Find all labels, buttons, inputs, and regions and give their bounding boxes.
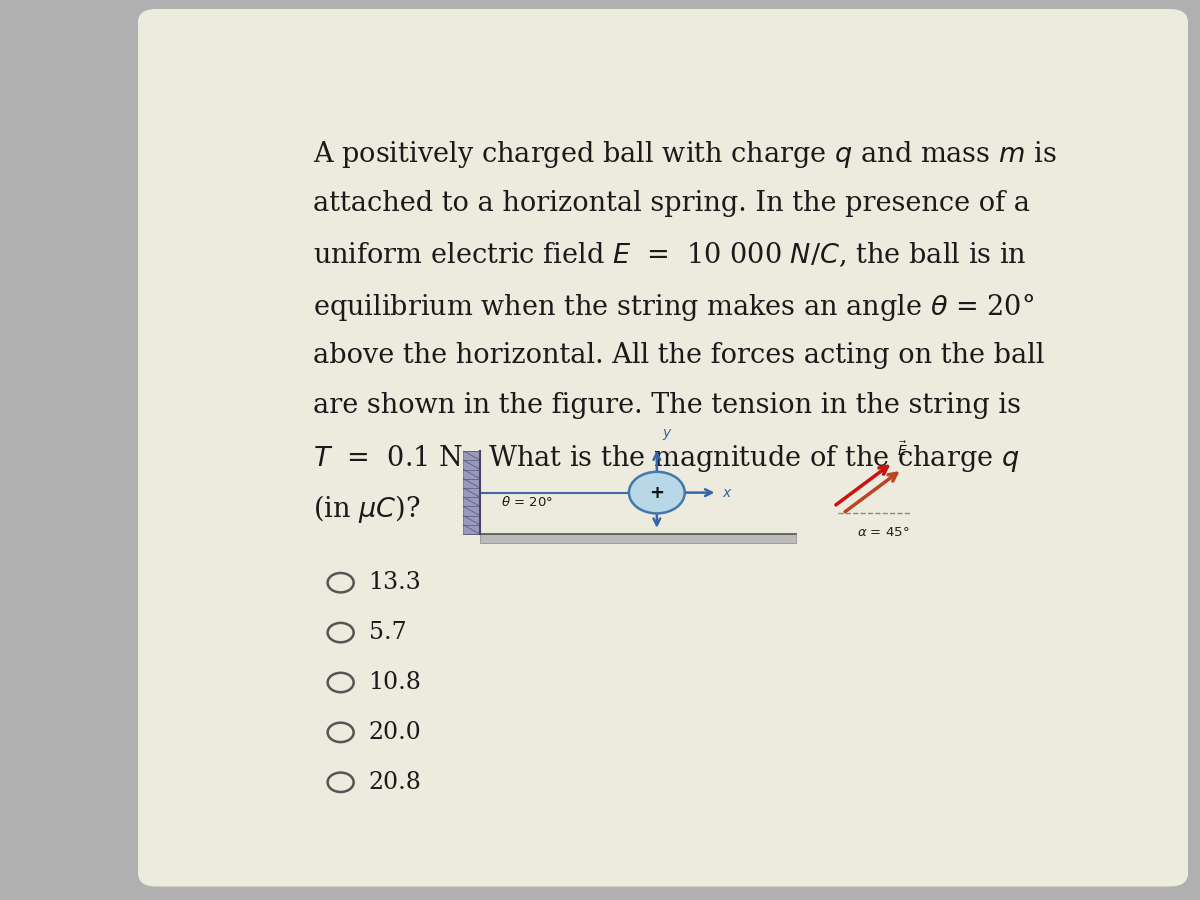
Text: $T$  =  0.1 N.  What is the magnitude of the charge $q$: $T$ = 0.1 N. What is the magnitude of th… bbox=[313, 443, 1019, 473]
Bar bbox=[463, 451, 480, 535]
Text: (in $\mu C$)?: (in $\mu C$)? bbox=[313, 493, 420, 526]
Text: 20.0: 20.0 bbox=[368, 721, 421, 744]
Text: 5.7: 5.7 bbox=[368, 621, 406, 644]
Text: 10.8: 10.8 bbox=[368, 671, 421, 694]
Text: equilibrium when the string makes an angle $\theta$ = 20°: equilibrium when the string makes an ang… bbox=[313, 291, 1034, 323]
Text: 13.3: 13.3 bbox=[368, 572, 421, 594]
Text: 20.8: 20.8 bbox=[368, 770, 421, 794]
Text: $\theta$ = 20°: $\theta$ = 20° bbox=[500, 495, 552, 509]
Text: $\alpha$ = 45°: $\alpha$ = 45° bbox=[857, 526, 910, 539]
Text: above the horizontal. All the forces acting on the ball: above the horizontal. All the forces act… bbox=[313, 341, 1044, 368]
Text: are shown in the figure. The tension in the string is: are shown in the figure. The tension in … bbox=[313, 392, 1021, 419]
Text: $y$: $y$ bbox=[661, 427, 672, 442]
Text: $x$: $x$ bbox=[722, 486, 733, 500]
Text: uniform electric field $E$  =  10 000 $N/C$, the ball is in: uniform electric field $E$ = 10 000 $N/C… bbox=[313, 240, 1026, 269]
Circle shape bbox=[629, 472, 685, 513]
Text: $\vec{E}$: $\vec{E}$ bbox=[898, 440, 908, 459]
Text: +: + bbox=[649, 483, 665, 501]
Text: A positively charged ball with charge $q$ and mass $m$ is: A positively charged ball with charge $q… bbox=[313, 140, 1056, 170]
Text: attached to a horizontal spring. In the presence of a: attached to a horizontal spring. In the … bbox=[313, 190, 1030, 217]
Bar bbox=[480, 535, 797, 543]
